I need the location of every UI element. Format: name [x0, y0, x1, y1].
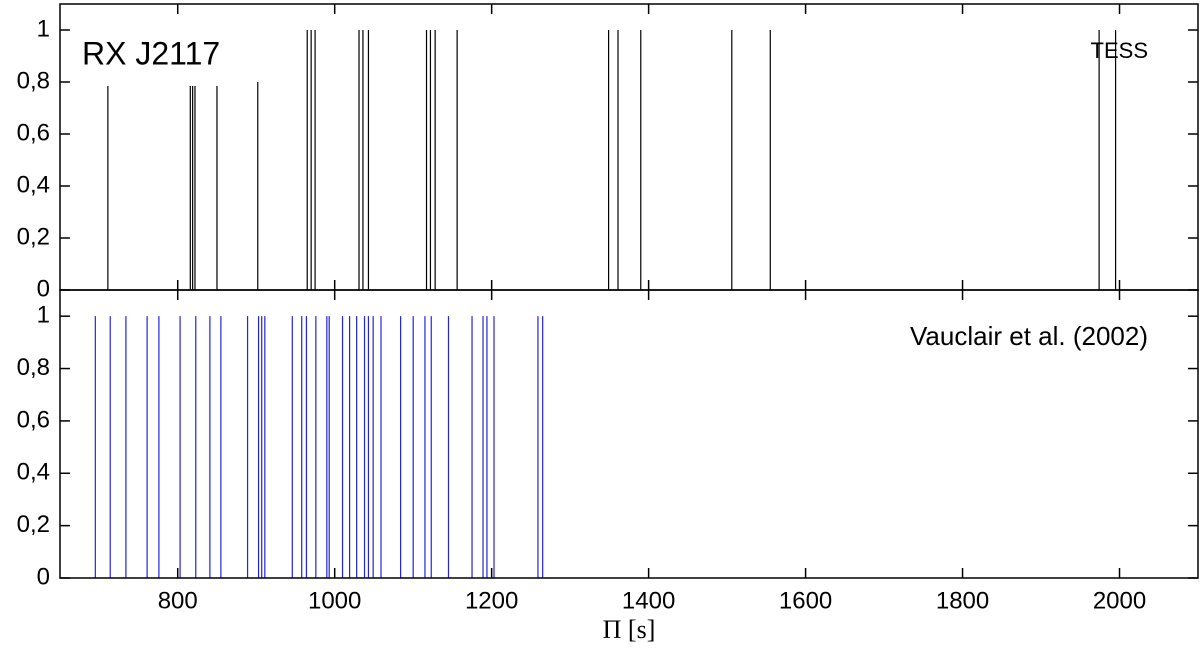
y-tick-label: 0 [37, 275, 50, 302]
x-tick-label: 1600 [779, 587, 832, 614]
y-tick-label: 0,8 [17, 354, 50, 381]
y-tick-label: 1 [37, 15, 50, 42]
y-tick-label: 1 [37, 302, 50, 329]
x-tick-label: 1000 [308, 587, 361, 614]
panel-label: RX J2117 [82, 35, 220, 71]
source-label: Vauclair et al. (2002) [910, 321, 1148, 351]
y-tick-label: 0,2 [17, 511, 50, 538]
y-tick-label: 0,8 [17, 67, 50, 94]
x-tick-label: 1400 [622, 587, 675, 614]
y-tick-label: 0,4 [17, 459, 50, 486]
x-tick-label: 1200 [465, 587, 518, 614]
plot-frame [59, 289, 1199, 579]
y-tick-label: 0 [37, 563, 50, 590]
label-box [80, 26, 250, 86]
x-axis-label: Π [s] [603, 615, 656, 644]
y-tick-label: 0,6 [17, 119, 50, 146]
y-tick-label: 0,2 [17, 223, 50, 250]
x-tick-label: 800 [158, 587, 198, 614]
y-tick-label: 0,4 [17, 171, 50, 198]
source-label: TESS [1091, 38, 1148, 63]
x-tick-label: 1800 [936, 587, 989, 614]
x-tick-label: 2000 [1093, 587, 1146, 614]
y-tick-label: 0,6 [17, 406, 50, 433]
